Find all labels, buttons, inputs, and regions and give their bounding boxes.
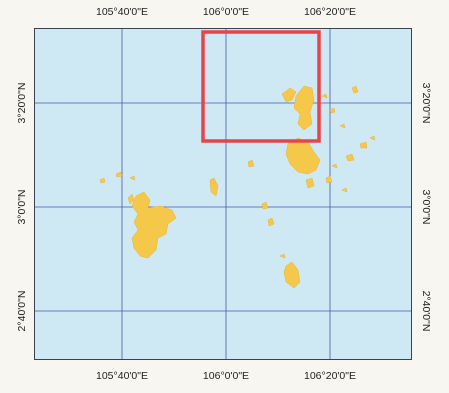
islet xyxy=(359,141,368,149)
islet xyxy=(331,163,338,169)
island-ne-1 xyxy=(281,87,297,103)
island-ne-2 xyxy=(293,85,315,131)
islet xyxy=(321,93,328,99)
islet xyxy=(369,135,376,141)
islet xyxy=(305,177,315,189)
island-center xyxy=(209,177,219,197)
highlight-box xyxy=(201,30,321,143)
graticule xyxy=(35,29,411,359)
top-lon-label: 105°40'0"E xyxy=(96,6,148,18)
islet xyxy=(267,217,275,227)
left-lat-label: 3°0'0"N xyxy=(16,189,28,225)
bottom-lon-label: 106°0'0"E xyxy=(202,370,250,382)
islands xyxy=(99,85,376,289)
islet xyxy=(247,159,255,168)
left-lat-label: 3°20'0"N xyxy=(16,82,28,124)
islet xyxy=(345,153,355,162)
islet xyxy=(341,187,348,193)
right-lat-label: 3°20'0"N xyxy=(420,82,432,124)
map-frame xyxy=(34,28,412,360)
islet xyxy=(329,107,336,114)
islet xyxy=(99,177,106,184)
island-south xyxy=(283,261,301,289)
islet xyxy=(351,85,359,94)
islet xyxy=(339,123,346,129)
islet xyxy=(325,175,333,184)
top-lon-label: 106°20'0"E xyxy=(304,6,356,18)
island-west-islet xyxy=(127,193,135,205)
bottom-lon-label: 105°40'0"E xyxy=(96,370,148,382)
right-lat-label: 3°0'0"N xyxy=(420,189,432,225)
islet xyxy=(279,253,286,259)
left-lat-label: 2°40'0"N xyxy=(16,290,28,332)
island-west-main xyxy=(131,191,177,259)
top-lon-label: 106°0'0"E xyxy=(202,6,250,18)
bottom-lon-label: 106°20'0"E xyxy=(304,370,356,382)
ocean-background xyxy=(35,29,411,359)
islet xyxy=(115,171,123,178)
right-lat-label: 2°40'0"N xyxy=(420,290,432,332)
islet xyxy=(129,175,136,181)
islet xyxy=(261,201,269,210)
